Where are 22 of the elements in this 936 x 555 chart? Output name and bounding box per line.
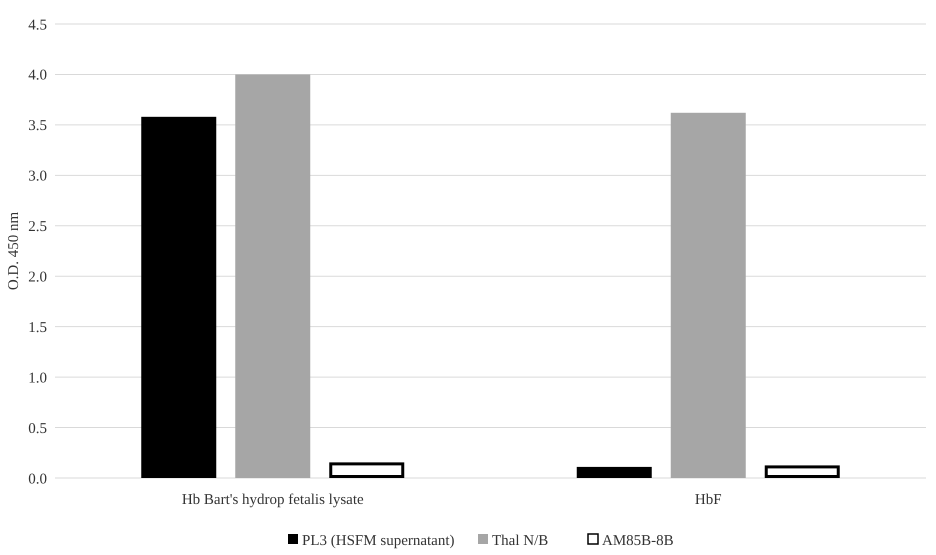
legend-label: Thal N/B [492, 533, 548, 549]
y-axis-title: O.D. 450 nm [6, 212, 22, 290]
bar [329, 462, 404, 478]
y-tick-label: 4.0 [28, 68, 47, 84]
y-tick-label: 0.5 [28, 420, 47, 437]
y-tick-label: 2.5 [28, 219, 47, 236]
x-tick-label: Hb Bart's hydrop fetalis lysate [182, 492, 364, 508]
y-tick-label: 1.5 [28, 320, 47, 336]
legend-label: AM85B-8B [602, 533, 674, 549]
y-tick-label: 0.0 [28, 471, 47, 488]
bar [764, 465, 840, 478]
y-tick-label: 3.0 [28, 168, 47, 185]
legend-label: PL3 (HSFM supernatant) [302, 533, 454, 549]
y-tick-label: 2.0 [28, 269, 47, 286]
y-tick-label: 1.0 [28, 370, 47, 386]
bar [670, 112, 746, 478]
bar [141, 116, 216, 478]
x-tick-label: HbF [694, 492, 722, 508]
y-tick-label: 3.5 [28, 118, 47, 134]
y-tick-label: 4.5 [28, 17, 47, 34]
bar [576, 466, 652, 478]
bar [235, 74, 310, 478]
